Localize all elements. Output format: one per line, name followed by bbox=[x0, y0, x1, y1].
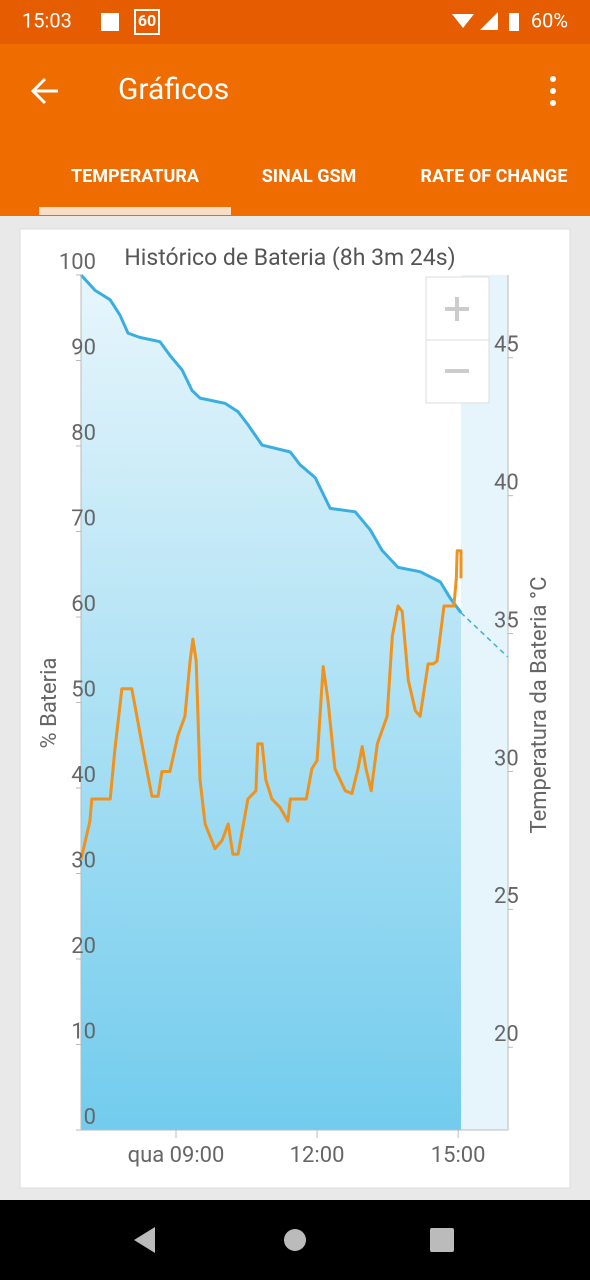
tab[interactable]: TEMPERATURA bbox=[71, 166, 200, 187]
tab[interactable]: RATE OF CHANGE bbox=[421, 166, 568, 187]
image-icon bbox=[101, 13, 119, 31]
y-tick-label: 30 bbox=[71, 848, 96, 873]
y-tick-label: 90 bbox=[71, 335, 96, 360]
app-title: Gráficos bbox=[118, 72, 229, 107]
zoom-control[interactable] bbox=[425, 276, 490, 404]
y-tick-label: 0 bbox=[84, 1105, 96, 1130]
clock: 15:03 bbox=[22, 8, 72, 32]
y-tick-label: 100 bbox=[59, 250, 96, 275]
series-line bbox=[79, 549, 463, 861]
y-tick-label: 50 bbox=[71, 677, 96, 702]
x-tick-label: 15:00 bbox=[431, 1143, 486, 1168]
y2-tick-label: 45 bbox=[494, 333, 519, 358]
back-button[interactable] bbox=[30, 77, 58, 105]
signal-icon bbox=[480, 12, 498, 30]
tab[interactable]: SINAL GSM bbox=[262, 166, 357, 187]
menu-button[interactable] bbox=[550, 76, 556, 106]
tab-indicator bbox=[39, 207, 231, 215]
badge: 60 bbox=[138, 11, 156, 30]
status-bar bbox=[0, 0, 590, 44]
series-line bbox=[79, 273, 463, 614]
badge-box bbox=[134, 9, 160, 35]
nav-recents[interactable] bbox=[430, 1228, 454, 1252]
x-tick-label: qua 09:00 bbox=[128, 1143, 225, 1168]
y-tick-label: 70 bbox=[71, 506, 96, 531]
future-region bbox=[460, 275, 508, 1130]
y-tick-label: 10 bbox=[71, 1019, 96, 1044]
area bbox=[81, 275, 461, 1130]
battery-level: 60% bbox=[531, 8, 568, 32]
y2-tick-label: 20 bbox=[494, 1022, 519, 1047]
y2-axis-label: Temperatura da Bateria °C bbox=[527, 577, 552, 834]
app-bar bbox=[0, 44, 590, 216]
y2-tick-label: 40 bbox=[494, 470, 519, 495]
battery-icon bbox=[509, 13, 519, 31]
y-axis-label: % Bateria bbox=[37, 658, 62, 749]
y2-tick-label: 30 bbox=[494, 746, 519, 771]
wifi-icon bbox=[452, 14, 474, 28]
nav-home[interactable] bbox=[284, 1229, 306, 1251]
y-tick-label: 40 bbox=[71, 763, 96, 788]
y-tick-label: 60 bbox=[71, 592, 96, 617]
nav-back[interactable] bbox=[134, 1227, 155, 1253]
x-tick-label: 12:00 bbox=[290, 1143, 345, 1168]
chart-title: Histórico de Bateria (8h 3m 24s) bbox=[124, 244, 455, 271]
projection-line bbox=[460, 612, 509, 658]
y-tick-label: 20 bbox=[71, 934, 96, 959]
y2-tick-label: 35 bbox=[494, 608, 519, 633]
y-tick-label: 80 bbox=[71, 421, 96, 446]
y2-tick-label: 25 bbox=[494, 884, 519, 909]
